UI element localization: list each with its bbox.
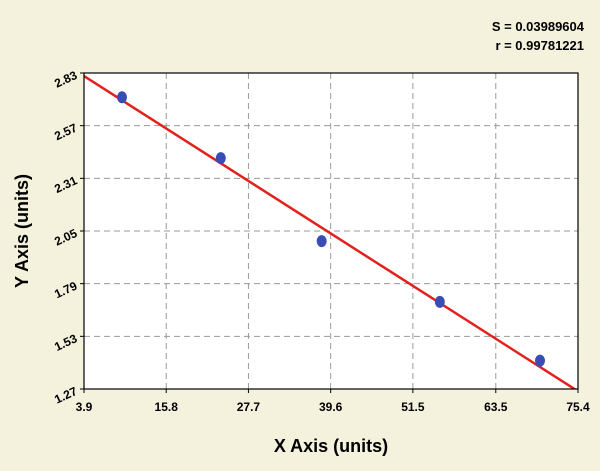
annotation: S = 0.03989604 [492,19,585,34]
x-axis-label: X Axis (units) [274,436,388,456]
x-tick-label: 75.4 [566,400,590,414]
y-tick-label: 2.31 [52,173,79,196]
data-point [117,91,127,104]
y-tick-label: 2.05 [52,226,79,249]
fit-line [84,74,577,389]
y-tick-label: 1.79 [52,279,79,302]
x-tick-label: 15.8 [155,400,179,414]
data-point [434,295,445,308]
data-point [215,152,226,165]
data-point [535,354,545,367]
x-tick-label: 3.9 [76,400,93,414]
x-tick-label: 27.7 [237,400,261,414]
y-tick-label: 1.53 [52,331,79,354]
y-tick-label: 2.83 [52,68,79,91]
annotation: r = 0.99781221 [495,38,584,53]
y-axis-label: Y Axis (units) [12,174,32,288]
x-tick-label: 63.5 [484,400,508,414]
plot-data [84,74,577,389]
data-point [316,235,327,248]
x-tick-label: 51.5 [401,400,425,414]
x-tick-label: 39.6 [319,400,343,414]
y-tick-label: 2.57 [52,121,79,144]
